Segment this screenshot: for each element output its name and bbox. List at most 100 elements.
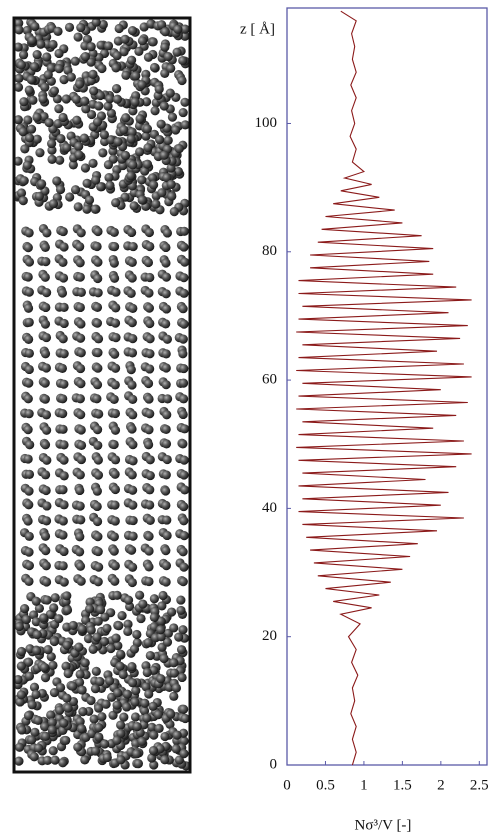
atom (117, 611, 126, 620)
atom (24, 272, 33, 281)
atom (75, 532, 84, 541)
atom (31, 690, 40, 699)
atom (111, 333, 120, 342)
atom (111, 380, 120, 389)
atom (33, 50, 42, 59)
atom (130, 697, 139, 706)
atom (128, 501, 137, 510)
atom (89, 645, 98, 654)
atom (80, 755, 89, 764)
atom (41, 440, 50, 449)
atom (92, 394, 101, 403)
atom (180, 424, 189, 433)
atom (77, 228, 86, 237)
atom (128, 258, 137, 267)
atom (144, 53, 153, 62)
atom (94, 723, 103, 732)
atom (180, 258, 189, 267)
atom (156, 625, 165, 634)
atom (113, 591, 122, 600)
atom (76, 319, 85, 328)
atom (179, 705, 188, 714)
atom (145, 273, 154, 282)
atom (133, 722, 142, 731)
atom (54, 614, 63, 623)
atom (48, 40, 57, 49)
atom (69, 621, 78, 630)
atom (58, 485, 67, 494)
atom (144, 440, 153, 449)
atom (58, 530, 67, 539)
atom (179, 320, 188, 329)
atom (41, 546, 50, 555)
atom (113, 701, 122, 710)
atom (94, 288, 103, 297)
atom (42, 333, 51, 342)
atom (134, 759, 143, 768)
atom (111, 634, 120, 643)
atom (128, 410, 137, 419)
atom (17, 725, 26, 734)
atom (71, 185, 80, 194)
atom (50, 688, 59, 697)
atom (169, 658, 178, 667)
atom (25, 318, 34, 327)
x-tick-label: 1 (360, 777, 368, 793)
atom (54, 49, 63, 58)
atom (92, 242, 101, 251)
atom (177, 76, 186, 85)
atom (114, 137, 123, 146)
atom (76, 258, 85, 267)
atom (59, 561, 68, 570)
atom (110, 440, 119, 449)
atom (41, 470, 50, 479)
atom (179, 749, 188, 758)
atom (72, 95, 81, 104)
atom (19, 97, 28, 106)
atom (59, 516, 68, 525)
atom (54, 104, 63, 113)
atom (45, 118, 54, 127)
atom (162, 349, 171, 358)
atom (28, 36, 37, 45)
atom (24, 577, 33, 586)
atom (76, 334, 85, 343)
atom (58, 364, 67, 373)
atom (144, 546, 153, 555)
x-tick-label: 2.5 (470, 777, 489, 793)
atom (123, 690, 132, 699)
atom (151, 199, 160, 208)
atom (172, 48, 181, 57)
atom (49, 746, 58, 755)
atom (116, 720, 125, 729)
atom (50, 637, 59, 646)
atom (127, 662, 136, 671)
atom (74, 142, 83, 151)
atom (121, 35, 130, 44)
atom (64, 704, 73, 713)
atom (171, 125, 180, 134)
atom (160, 151, 169, 160)
atom (116, 755, 125, 764)
atom (63, 605, 72, 614)
atom (150, 613, 159, 622)
atom (35, 148, 44, 157)
atom (14, 74, 23, 83)
atom (58, 394, 67, 403)
atom (137, 737, 146, 746)
atom (94, 455, 103, 464)
atom (28, 700, 37, 709)
atom (169, 692, 178, 701)
atom (127, 365, 136, 374)
atom (81, 163, 90, 172)
atom (145, 304, 154, 313)
atom (180, 227, 189, 236)
atom (143, 668, 152, 677)
atom (144, 562, 153, 571)
atom (92, 633, 101, 642)
atom (53, 27, 62, 36)
atom (93, 364, 102, 373)
atom (180, 531, 189, 540)
atom (59, 334, 68, 343)
atom (42, 516, 51, 525)
